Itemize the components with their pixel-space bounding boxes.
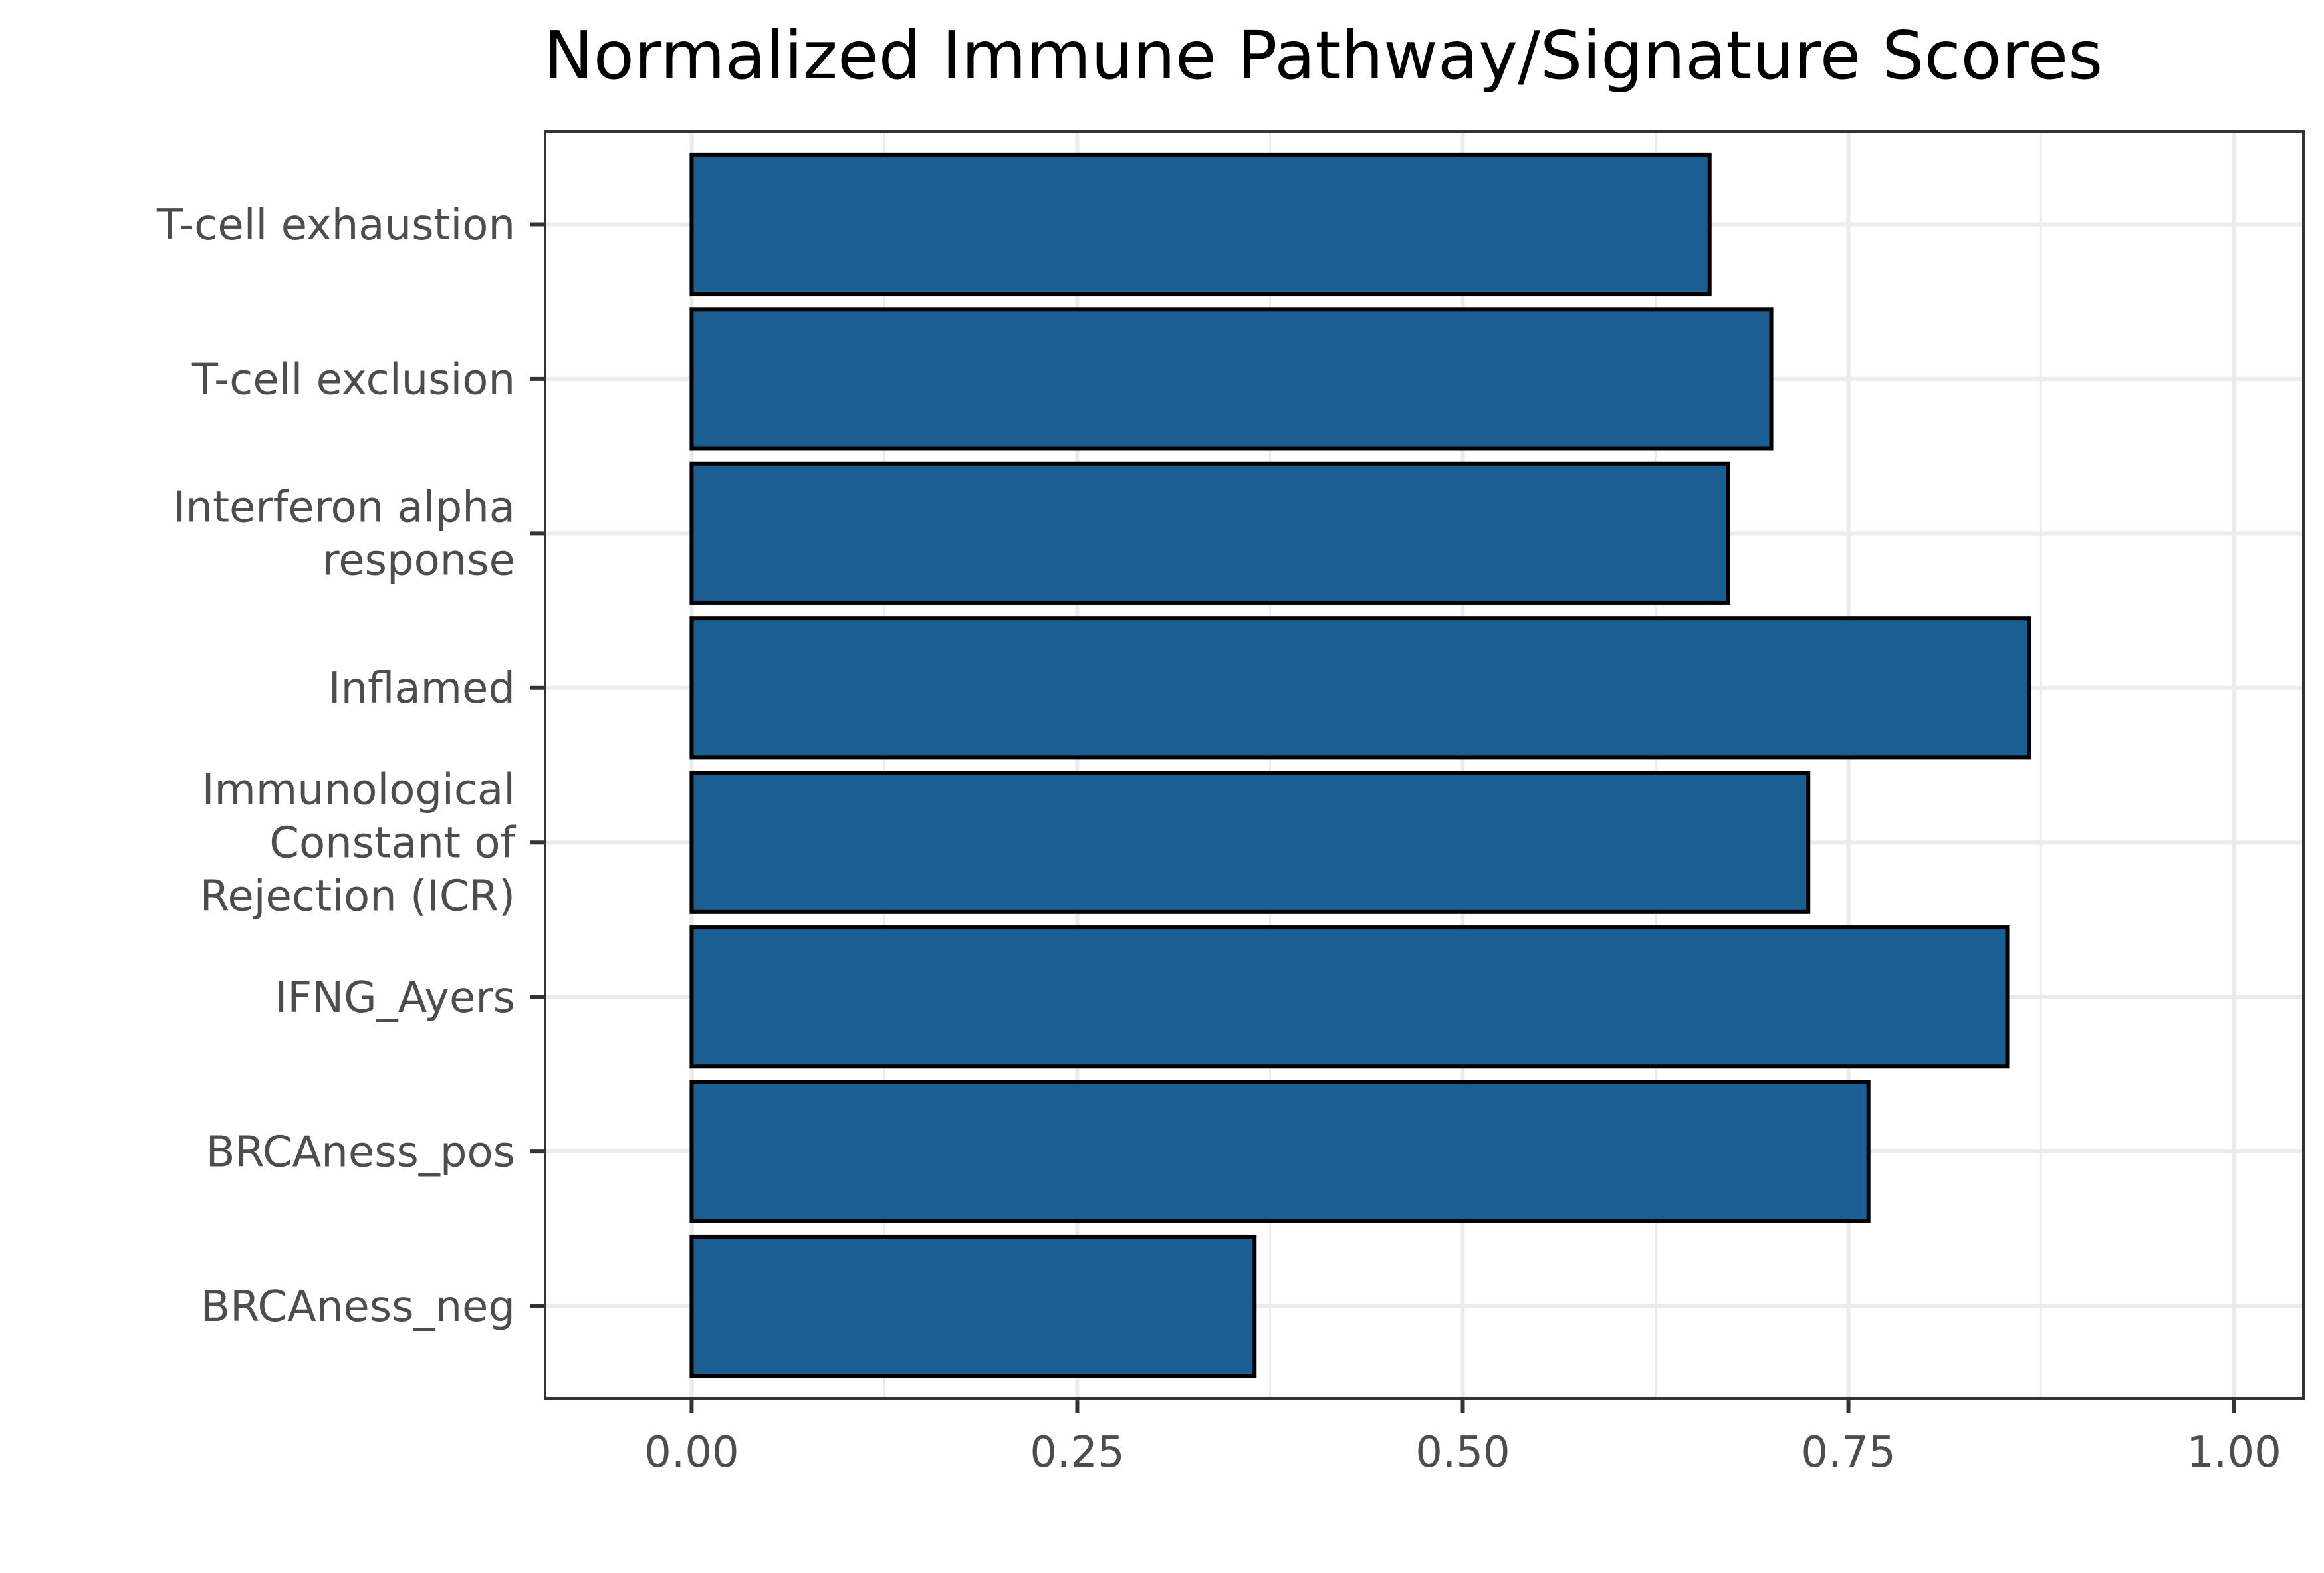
- y-tick-label: Immunological Constant of Rejection (ICR): [200, 766, 517, 921]
- chart-title: Normalized Immune Pathway/Signature Scor…: [544, 17, 2103, 94]
- y-tick-label: T-cell exclusion: [191, 355, 515, 404]
- bar: [689, 1080, 1871, 1223]
- bar: [689, 461, 1730, 605]
- bar: [689, 1234, 1257, 1378]
- panel-border: [544, 130, 2305, 1400]
- bar: [689, 925, 2010, 1069]
- bars-layer: [689, 152, 2032, 1378]
- bar: [689, 307, 1774, 451]
- x-tick-label: 0.75: [1801, 1428, 1896, 1477]
- y-tick-label: Interferon alpha response: [174, 483, 516, 586]
- bar: [689, 616, 2032, 760]
- x-tick-label: 0.00: [644, 1428, 739, 1477]
- x-tick-label: 1.00: [2186, 1428, 2281, 1477]
- y-tick-label: BRCAness_neg: [201, 1282, 515, 1332]
- y-tick-label: T-cell exhaustion: [156, 201, 515, 250]
- y-tick-label: Inflamed: [328, 664, 515, 713]
- x-axis: 0.00 0.25 0.50 0.75 1.00: [644, 1399, 2281, 1477]
- y-tick-label: IFNG_Ayers: [275, 973, 516, 1023]
- bar: [689, 152, 1712, 297]
- x-tick-label: 0.25: [1030, 1428, 1125, 1477]
- x-tick-label: 0.50: [1415, 1428, 1510, 1477]
- y-tick-label: BRCAness_pos: [206, 1128, 515, 1177]
- bar: [689, 771, 1811, 914]
- y-axis: T-cell exhaustion T-cell exclusion Interfe…: [156, 201, 545, 1332]
